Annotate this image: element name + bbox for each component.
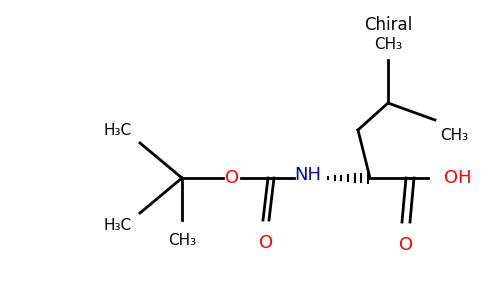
Text: H₃C: H₃C <box>104 123 132 138</box>
Text: CH₃: CH₃ <box>440 128 468 143</box>
Text: Chiral: Chiral <box>364 16 412 34</box>
Text: O: O <box>399 236 413 254</box>
Text: O: O <box>225 169 239 187</box>
Text: O: O <box>259 234 273 252</box>
Text: NH: NH <box>294 166 321 184</box>
Text: OH: OH <box>444 169 471 187</box>
Text: H₃C: H₃C <box>104 218 132 233</box>
Text: CH₃: CH₃ <box>168 233 196 248</box>
Text: CH₃: CH₃ <box>374 37 402 52</box>
